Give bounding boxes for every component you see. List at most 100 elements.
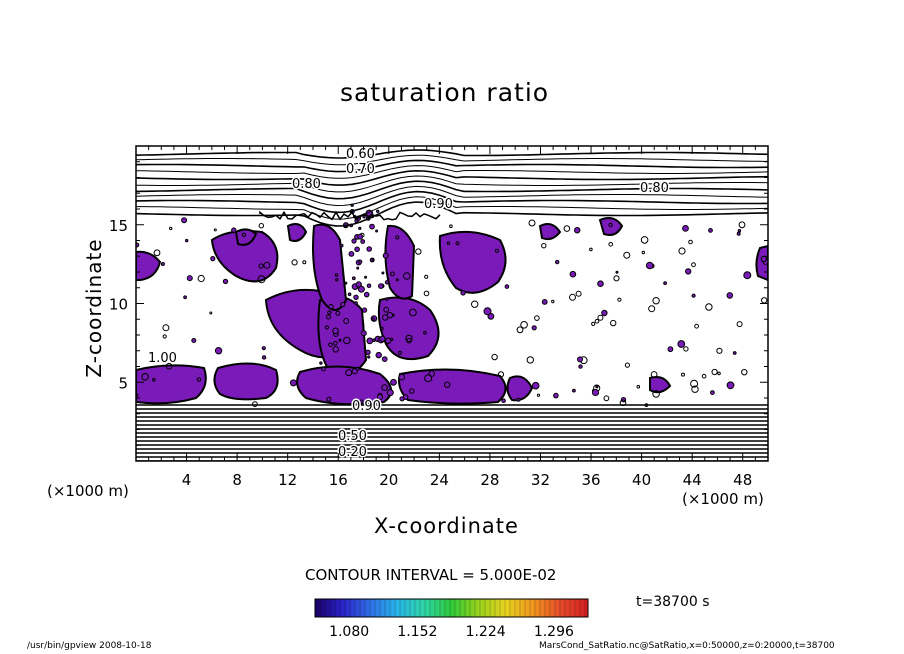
plume-speckle — [319, 361, 323, 365]
plume-speckle — [339, 243, 344, 248]
x-tick-label: 4 — [182, 471, 192, 489]
x-tick-label: 8 — [232, 471, 242, 489]
plume-speckle — [376, 209, 380, 214]
speckle — [597, 280, 604, 288]
x-tick-label: 36 — [581, 471, 600, 489]
plume-speckle — [361, 307, 368, 313]
plume-speckle — [321, 366, 327, 372]
speckle — [541, 299, 548, 305]
speckle — [415, 248, 422, 255]
speckle — [617, 297, 622, 302]
speckle — [516, 397, 521, 402]
shaded-region — [384, 224, 416, 300]
upper-contour — [136, 185, 768, 207]
colorbar-tick-label: 1.080 — [329, 624, 369, 640]
speckle — [743, 271, 752, 280]
contour-interval-label: CONTOUR INTERVAL = 5.000E-02 — [305, 566, 557, 584]
speckle — [691, 262, 696, 268]
speckle — [569, 270, 577, 278]
contour-label: 0.80 — [292, 177, 321, 192]
plume-speckle — [397, 350, 402, 355]
speckle — [423, 330, 427, 335]
speckle — [334, 273, 339, 277]
speckle — [252, 401, 258, 408]
speckle — [601, 309, 608, 317]
plume-speckle — [390, 378, 397, 386]
plume-speckle — [379, 335, 386, 342]
speckle — [563, 225, 571, 232]
plume-speckle — [333, 341, 338, 346]
speckle — [169, 226, 173, 231]
colorbar-tick-label: 1.296 — [534, 624, 574, 640]
shaded-region — [538, 223, 562, 241]
speckle — [302, 260, 307, 265]
plume-speckle — [345, 369, 353, 377]
plume-speckle — [327, 310, 332, 315]
contour-label: 0.70 — [346, 162, 375, 177]
x-unit-left: (×1000 m) — [47, 482, 129, 500]
speckle — [501, 398, 506, 404]
speckle — [257, 275, 266, 284]
plume-speckle — [385, 337, 392, 344]
speckle — [197, 274, 205, 283]
speckle — [738, 221, 746, 229]
plume-speckle — [371, 317, 375, 322]
speckle — [615, 270, 619, 274]
plume-speckle — [362, 215, 366, 219]
speckle — [737, 229, 742, 233]
speckle — [760, 255, 767, 263]
speckle — [677, 340, 686, 348]
speckle — [153, 249, 161, 257]
colorbar-tick-label: 1.224 — [466, 624, 506, 640]
time-label: t=38700 s — [636, 594, 710, 610]
speckle — [152, 377, 156, 382]
plot-area: 0.600.70 0.80 0.80 0.90 1.00 0.90 0.500.20 — [136, 146, 768, 461]
speckle — [497, 371, 505, 378]
y-tick-label: 15 — [109, 217, 128, 235]
speckle — [694, 323, 699, 329]
plume-speckle — [375, 229, 379, 233]
speckle — [736, 321, 743, 328]
speckle — [261, 355, 267, 360]
plume-speckle — [381, 384, 388, 391]
upper-contour — [136, 149, 768, 159]
speckle — [504, 284, 510, 289]
shaded-region — [286, 223, 308, 242]
speckle — [289, 379, 297, 387]
upper-contour — [136, 165, 768, 179]
speckle — [424, 374, 433, 383]
shaded-region — [398, 368, 507, 405]
speckle — [685, 268, 692, 275]
x-tick-label: 48 — [733, 471, 752, 489]
upper-contour — [136, 169, 768, 186]
shaded-region — [213, 362, 279, 401]
footer-right: MarsCond_SatRatio.nc@SatRatio,x=0:50000,… — [539, 641, 835, 651]
speckle — [553, 392, 559, 399]
speckle — [551, 299, 555, 304]
speckle — [231, 227, 237, 233]
x-tick-label: 16 — [329, 471, 348, 489]
plume-speckle — [324, 325, 329, 330]
x-tick-label: 44 — [683, 471, 702, 489]
speckle — [624, 362, 631, 368]
speckle — [395, 235, 400, 240]
shaded-region — [317, 295, 368, 378]
shaded-region — [312, 223, 348, 311]
speckle — [141, 373, 149, 381]
speckle — [575, 290, 582, 297]
speckle — [528, 219, 536, 227]
speckle — [589, 247, 593, 252]
speckle — [591, 388, 600, 397]
upper-contour — [259, 210, 441, 221]
plume-speckle — [328, 342, 333, 348]
plume-speckle — [328, 304, 334, 310]
plume-speckle — [378, 283, 384, 289]
speckle — [185, 238, 189, 243]
speckle — [681, 372, 685, 377]
speckle — [209, 311, 213, 315]
speckle — [711, 368, 718, 376]
speckle — [603, 395, 610, 402]
x-tick-label: 12 — [278, 471, 297, 489]
colorbar-tick-label: 1.152 — [397, 624, 437, 640]
